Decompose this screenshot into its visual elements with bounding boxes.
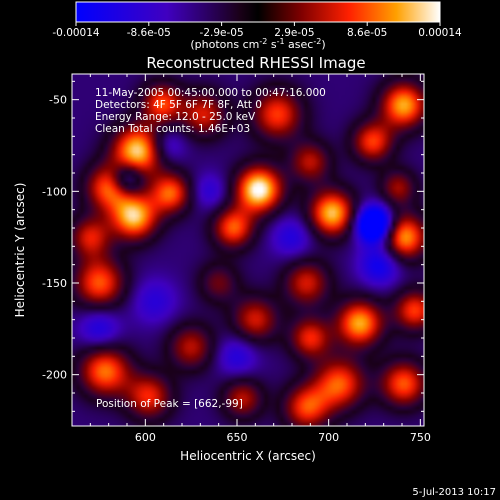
x-tick-label: 650: [227, 431, 248, 444]
render-date: 5-Jul-2013 10:17: [412, 487, 496, 498]
colorbar-tick-label: 0.00014: [418, 27, 462, 39]
energy-range-label: Energy Range: 12.0 - 25.0 keV: [95, 111, 256, 123]
colorbar-tick-label: 2.9e-05: [274, 27, 314, 39]
x-tick-label: 750: [410, 431, 431, 444]
observation-info: 11-May-2005 00:45:00.000 to 00:47:16.000…: [95, 87, 326, 135]
colorbar-tick-label: -8.6e-05: [127, 27, 171, 39]
x-tick-label: 700: [318, 431, 339, 444]
time-range-label: 11-May-2005 00:45:00.000 to 00:47:16.000: [95, 87, 326, 99]
colorbar-ticks: -0.00014 -8.6e-05 -2.9e-05 2.9e-05 8.6e-05 0.…: [52, 22, 462, 39]
chart-title: Reconstructed RHESSI Image: [146, 54, 365, 72]
colorbar-unit: (photons cm-2 s-1 asec-2): [190, 37, 325, 51]
detectors-label: Detectors: 4F 5F 6F 7F 8F, Att 0: [95, 99, 262, 111]
x-tick-label: 600: [135, 431, 156, 444]
x-axis-title: Heliocentric X (arcsec): [180, 449, 316, 463]
colorbar-tick-label: -2.9e-05: [200, 27, 244, 39]
axes: 600 650 700 750 -50 -100 -150 -200: [42, 74, 431, 444]
colorbar-tick-label: 8.6e-05: [347, 27, 387, 39]
y-tick-label: -100: [42, 185, 67, 198]
y-tick-label: -50: [49, 94, 67, 107]
peak-position-label: Position of Peak = [662,-99]: [96, 398, 243, 410]
colorbar-tick-label: -0.00014: [52, 27, 100, 39]
colorbar: [75, 1, 441, 23]
y-axis-title: Heliocentric Y (arcsec): [13, 183, 27, 318]
y-tick-label: -150: [42, 277, 67, 290]
y-tick-label: -200: [42, 369, 67, 382]
heatmap-image: [72, 74, 424, 426]
plot-frame: [71, 73, 425, 427]
clean-counts-label: Clean Total counts: 1.46E+03: [95, 123, 250, 135]
